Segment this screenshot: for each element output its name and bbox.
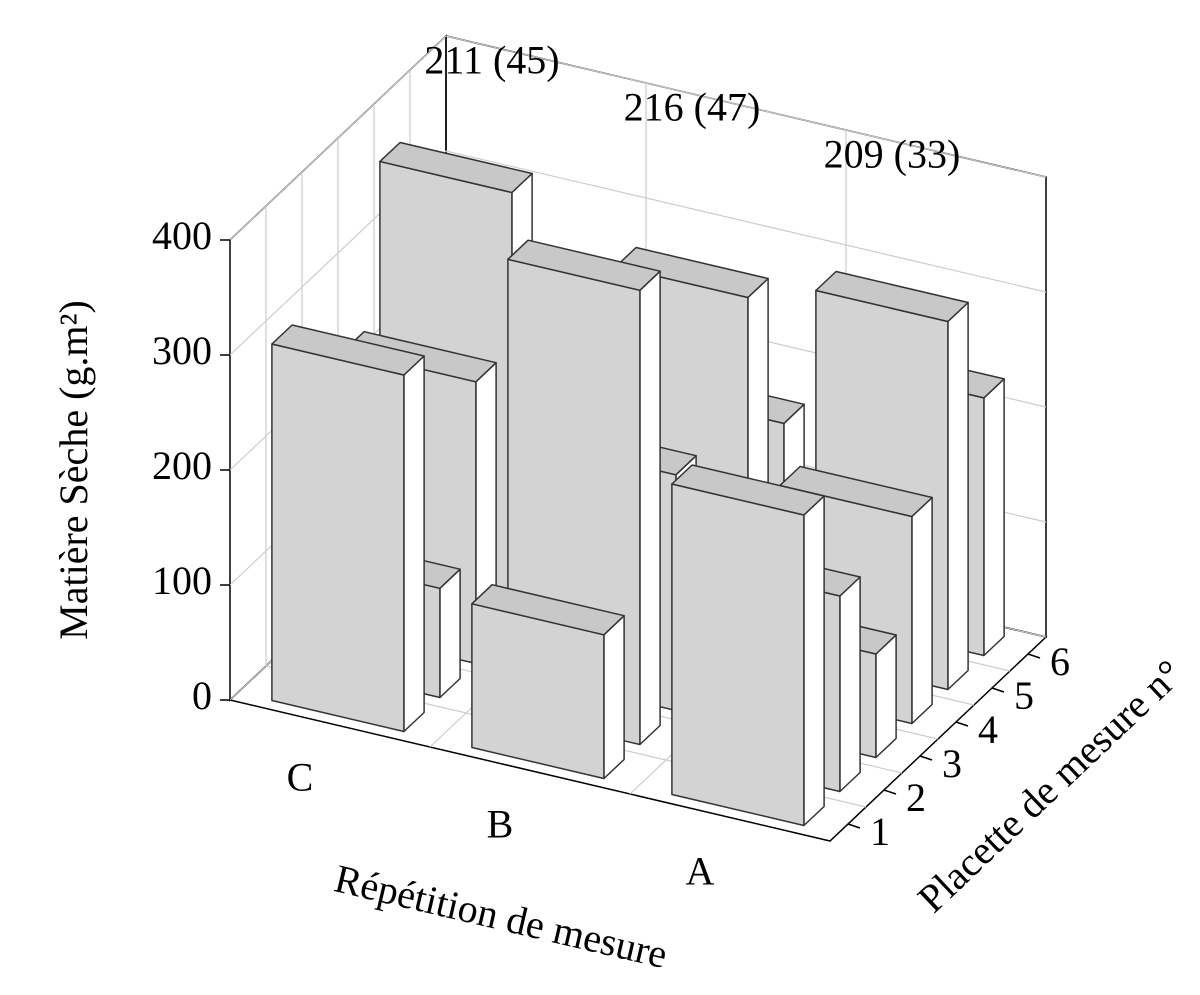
bar-side: [603, 614, 625, 780]
depth-tick-label: 4: [978, 707, 998, 752]
x-axis-title: Répétition de mesure: [330, 856, 671, 977]
tick-mark: [955, 721, 969, 727]
bar-top: [471, 583, 625, 636]
grid-line: [229, 35, 1047, 241]
bar-front: [271, 343, 405, 733]
depth-tick-label: 3: [942, 741, 962, 786]
depth-tick-label: 1: [870, 809, 890, 854]
z-tick-label: 200: [152, 443, 212, 488]
tick-mark: [883, 789, 897, 795]
bar-side: [983, 378, 1005, 657]
tick-mark: [847, 823, 861, 829]
annotation: 216 (47): [624, 85, 761, 130]
bar-side: [803, 495, 825, 827]
tick-mark: [1027, 653, 1041, 659]
bar-top: [507, 239, 661, 292]
z-tick-label: 0: [192, 673, 212, 718]
depth-tick-label: 6: [1050, 639, 1070, 684]
bar-top: [779, 465, 933, 518]
bar-top: [815, 270, 969, 323]
bar-side: [639, 270, 661, 746]
x-tick-label: C: [287, 755, 314, 800]
z-tick-label: 400: [152, 213, 212, 258]
tick-mark: [991, 687, 1005, 693]
annotation: 209 (33): [824, 132, 961, 177]
bar-front: [671, 483, 805, 827]
annotation: 211 (45): [424, 38, 559, 83]
bar-side: [911, 496, 933, 725]
tick-mark: [919, 755, 933, 761]
bar-top: [671, 464, 825, 516]
x-tick-label: A: [686, 849, 715, 894]
grid-line: [229, 150, 1047, 356]
bar-side: [839, 576, 861, 793]
x-tick-label: B: [487, 802, 514, 847]
depth-tick-label: 2: [906, 775, 926, 820]
bar-top: [615, 246, 769, 299]
bar-side: [439, 568, 461, 699]
z-tick-label: 300: [152, 328, 212, 373]
bar-top: [379, 141, 533, 194]
z-tick-label: 100: [152, 558, 212, 603]
z-axis-title: Matière Sèche (g.m²): [51, 300, 96, 640]
bar-side: [875, 634, 897, 759]
bar-top: [271, 324, 425, 376]
depth-tick-label: 5: [1014, 673, 1034, 718]
bar-side: [403, 355, 425, 733]
bar-side: [947, 301, 969, 691]
